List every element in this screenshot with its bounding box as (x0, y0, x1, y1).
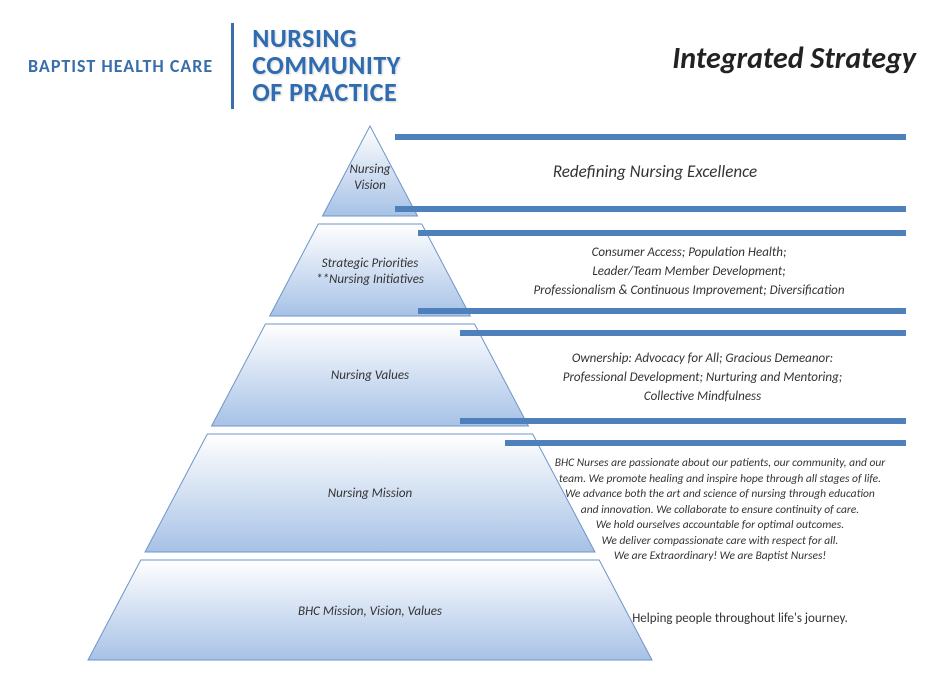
connector-bar (418, 230, 906, 236)
level-label-values: Nursing Values (312, 368, 428, 384)
connector-bar (460, 330, 906, 336)
desc-line: Professional Development; Nurturing and … (495, 369, 910, 388)
org-name: BAPTIST HEALTH CARE (28, 55, 213, 77)
level-desc-vision: Redefining Nursing Excellence (420, 160, 890, 185)
level-label-line: Nursing (338, 162, 402, 178)
community-line-3: OF PRACTICE (252, 79, 401, 106)
connector-bar (505, 440, 906, 446)
level-label-line: Strategic Priorities (298, 256, 442, 272)
connector-bar (460, 418, 906, 424)
desc-line: Helping people throughout life's journey… (560, 610, 920, 629)
desc-line: We deliver compassionate care with respe… (520, 534, 920, 550)
desc-line: and innovation. We collaborate to ensure… (520, 503, 920, 519)
pyramid-canvas: NursingVision Redefining Nursing Excellen… (0, 120, 936, 696)
level-label-line: Nursing Values (312, 368, 428, 384)
level-label-mission: Nursing Mission (300, 486, 440, 502)
desc-line: We hold ourselves accountable for optima… (520, 518, 920, 534)
desc-line: BHC Nurses are passionate about our pati… (520, 456, 920, 472)
community-line-1: NURSING (252, 25, 401, 52)
community-line-2: COMMUNITY (252, 52, 401, 79)
level-desc-values: Ownership: Advocacy for All; Gracious De… (495, 350, 910, 407)
desc-line: Redefining Nursing Excellence (420, 160, 890, 185)
desc-line: We are Extraordinary! We are Baptist Nur… (520, 549, 920, 565)
level-label-line: Vision (338, 178, 402, 194)
desc-line: Leader/Team Member Development; (470, 263, 908, 282)
connector-bar (395, 206, 906, 212)
desc-line: Consumer Access; Population Health; (470, 244, 908, 263)
connector-bar (395, 134, 906, 140)
vertical-divider (231, 23, 234, 109)
desc-line: Ownership: Advocacy for All; Gracious De… (495, 350, 910, 369)
level-desc-bhc: Helping people throughout life's journey… (560, 610, 920, 629)
level-label-priorities: Strategic Priorities**Nursing Initiative… (298, 256, 442, 289)
desc-line: team. We promote healing and inspire hop… (520, 472, 920, 488)
desc-line: Professionalism & Continuous Improvement… (470, 282, 908, 301)
level-desc-priorities: Consumer Access; Population Health;Leade… (470, 244, 908, 301)
community-of-practice: NURSING COMMUNITY OF PRACTICE (252, 25, 401, 107)
level-label-vision: NursingVision (338, 162, 402, 195)
page-title: Integrated Strategy (672, 40, 916, 77)
connector-bar (418, 308, 906, 314)
level-label-line: **Nursing Initiatives (298, 272, 442, 288)
level-label-line: Nursing Mission (300, 486, 440, 502)
level-label-bhc: BHC Mission, Vision, Values (258, 604, 482, 620)
level-label-line: BHC Mission, Vision, Values (258, 604, 482, 620)
level-desc-mission: BHC Nurses are passionate about our pati… (520, 456, 920, 565)
desc-line: Collective Mindfulness (495, 388, 910, 407)
desc-line: We advance both the art and science of n… (520, 487, 920, 503)
